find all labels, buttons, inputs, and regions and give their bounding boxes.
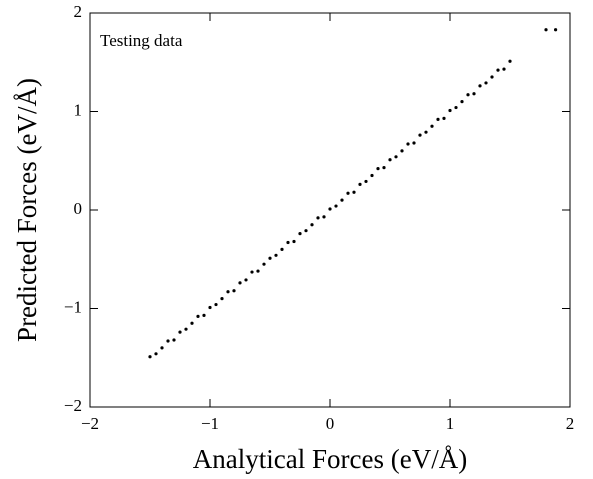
x-tick-label: −2 [81, 414, 99, 433]
y-tick-label: 2 [74, 2, 83, 21]
point [190, 321, 194, 325]
point [490, 75, 494, 79]
point [298, 232, 302, 236]
x-tick-label: 2 [566, 414, 575, 433]
point [172, 338, 176, 342]
point [322, 215, 326, 219]
point [364, 179, 368, 184]
point [226, 290, 230, 294]
point [424, 130, 428, 134]
annotation: Testing data [100, 31, 183, 50]
point [484, 81, 488, 85]
y-tick-label: −1 [64, 297, 82, 316]
point [232, 289, 236, 293]
point [442, 116, 446, 120]
point [202, 313, 206, 317]
point [412, 141, 416, 145]
point [196, 314, 200, 318]
point [262, 262, 266, 266]
point [292, 239, 296, 244]
point [400, 149, 404, 153]
point [394, 155, 398, 159]
point [496, 68, 500, 72]
point [328, 207, 332, 211]
point [502, 67, 506, 71]
point [148, 355, 152, 359]
point [478, 84, 482, 88]
point [274, 253, 278, 257]
point [214, 302, 218, 307]
y-tick-label: 1 [74, 100, 83, 119]
point [256, 269, 260, 273]
point [178, 330, 182, 334]
point [268, 256, 272, 260]
point [346, 191, 350, 195]
x-axis-label: Analytical Forces (eV/Å) [193, 444, 467, 474]
y-tick-label: 0 [74, 199, 83, 218]
point [472, 92, 476, 96]
point [460, 100, 464, 104]
x-tick-label: 1 [446, 414, 455, 433]
x-tick-label: −1 [201, 414, 219, 433]
point [340, 198, 344, 202]
point [382, 166, 386, 170]
y-tick-label: −2 [64, 396, 82, 415]
point [418, 133, 422, 137]
point [220, 297, 224, 301]
point [280, 247, 284, 251]
point [352, 190, 356, 194]
point [544, 28, 548, 32]
point [184, 327, 188, 331]
point [160, 346, 164, 350]
point [436, 117, 440, 121]
point [208, 305, 212, 310]
point [310, 223, 314, 227]
point [448, 108, 452, 113]
point [238, 281, 242, 285]
point [286, 240, 290, 245]
point [166, 339, 170, 343]
point [466, 93, 470, 97]
point [358, 182, 362, 186]
point [154, 352, 158, 356]
point [388, 158, 392, 162]
y-axis-label: Predicted Forces (eV/Å) [12, 78, 42, 342]
point [508, 59, 512, 63]
point [316, 216, 320, 220]
point [370, 173, 374, 178]
point [454, 105, 458, 110]
point [406, 142, 410, 146]
point [244, 278, 248, 282]
point [554, 28, 558, 32]
x-tick-label: 0 [326, 414, 335, 433]
point [334, 204, 338, 208]
point [250, 270, 254, 274]
point [376, 167, 380, 171]
point [304, 229, 308, 233]
point [430, 124, 434, 128]
